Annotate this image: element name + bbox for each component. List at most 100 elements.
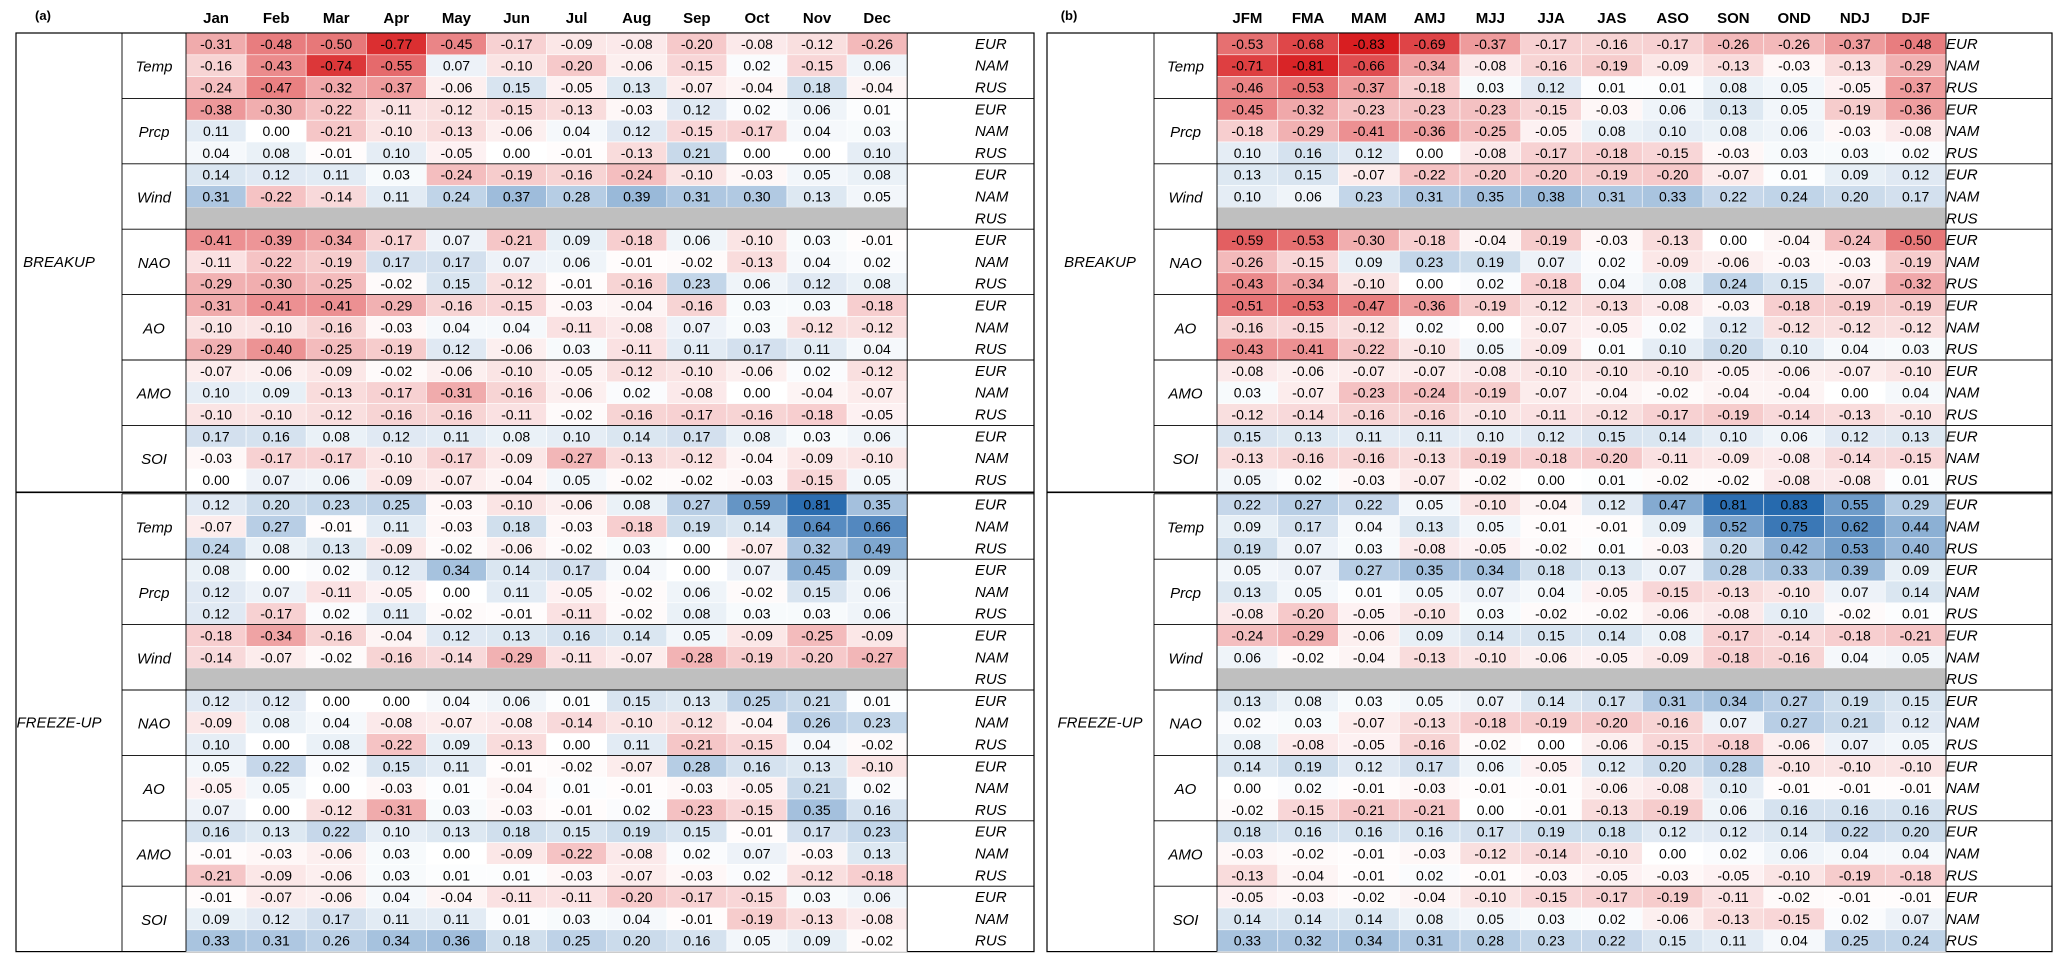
cell-value: -0.10: [1596, 363, 1628, 379]
cell-value: 0.12: [683, 101, 710, 117]
cell-value: -0.29: [1900, 58, 1932, 74]
region-label: NAM: [1946, 385, 1980, 402]
cell-value: 0.19: [1234, 540, 1261, 556]
cell-value: 0.06: [563, 254, 590, 270]
cell-value: 0.03: [383, 167, 410, 183]
cell-value: -0.16: [501, 385, 533, 401]
cell-value: -0.02: [380, 276, 412, 292]
cell-value: -0.37: [380, 80, 412, 96]
cell-value: 0.00: [743, 385, 770, 401]
cell-value: -0.13: [1839, 58, 1871, 74]
cell-value: -0.01: [1596, 519, 1628, 535]
cell-value: 0.13: [1234, 693, 1261, 709]
cell-value: 0.07: [1841, 584, 1868, 600]
cell-value: 0.03: [743, 606, 770, 622]
cell-value: 0.02: [1477, 276, 1504, 292]
cell-value: 0.11: [1417, 428, 1443, 444]
cell-value: -0.15: [741, 802, 773, 818]
cell-value: 0.22: [1598, 933, 1625, 949]
region-label: EUR: [975, 232, 1007, 249]
cell-value: 0.03: [1477, 80, 1504, 96]
column-header: ASO: [1656, 10, 1689, 27]
cell-value: -0.03: [561, 298, 593, 314]
variable-label: AO: [1174, 781, 1197, 798]
cell-value: -0.21: [1900, 628, 1932, 644]
column-header: DJF: [1901, 10, 1929, 27]
cell-value: -0.04: [440, 889, 472, 905]
cell-value: -0.26: [861, 36, 893, 52]
cell-value: 0.11: [383, 911, 409, 927]
cell-value: -0.10: [260, 407, 292, 423]
cell-value: 0.01: [864, 101, 891, 117]
cell-value: -0.09: [1535, 341, 1567, 357]
cell-value: -0.18: [1900, 867, 1932, 883]
variable-label: NAO: [138, 255, 171, 272]
region-label: EUR: [1946, 36, 1978, 53]
cell-value: -0.07: [1414, 472, 1446, 488]
cell-value: 0.27: [1781, 715, 1808, 731]
cell-value: -0.03: [1839, 254, 1871, 270]
cell-value: -0.09: [501, 846, 533, 862]
cell-value: 0.35: [864, 497, 891, 513]
cell-value: -0.04: [1535, 497, 1567, 513]
cell-value: -0.18: [1414, 80, 1446, 96]
cell-value: -0.02: [1596, 606, 1628, 622]
cell-value: -0.19: [741, 911, 773, 927]
cell-value: -0.20: [801, 649, 833, 665]
cell-value: 0.00: [443, 846, 470, 862]
cell-value: 0.31: [683, 189, 710, 205]
cell-value: 0.21: [803, 693, 830, 709]
cell-value: 0.00: [683, 540, 710, 556]
cell-value: 0.14: [623, 628, 650, 644]
cell-value: -0.04: [380, 628, 412, 644]
cell-value: 0.06: [1295, 189, 1322, 205]
cell-value: -0.16: [1292, 450, 1324, 466]
cell-value: 0.02: [1598, 911, 1625, 927]
region-label: NAM: [975, 911, 1009, 928]
cell-value: -0.09: [801, 450, 833, 466]
cell-value: -0.07: [621, 649, 653, 665]
cell-value: -0.16: [1414, 407, 1446, 423]
region-label: RUS: [1946, 933, 1978, 950]
cell-value: -0.15: [1900, 450, 1932, 466]
cell-value: -0.08: [1900, 123, 1932, 139]
cell-value: 0.07: [1477, 693, 1504, 709]
cell-value: -0.05: [1596, 867, 1628, 883]
cell-value: 0.31: [263, 933, 290, 949]
cell-value: -0.10: [741, 232, 773, 248]
cell-value: 0.11: [323, 167, 349, 183]
cell-value: 0.08: [1659, 276, 1686, 292]
cell-value: 0.00: [1234, 780, 1261, 796]
cell-value: 0.01: [1902, 472, 1929, 488]
cell-value: 0.12: [1720, 824, 1747, 840]
region-label: RUS: [975, 867, 1007, 884]
region-label: NAM: [1946, 189, 1980, 206]
region-label: NAM: [975, 385, 1009, 402]
cell-value: -0.03: [440, 497, 472, 513]
cell-value: 0.09: [1234, 519, 1261, 535]
cell-value: 0.28: [683, 758, 710, 774]
cell-value: 0.08: [323, 737, 350, 753]
cell-value: 0.28: [563, 189, 590, 205]
cell-value: -0.03: [741, 167, 773, 183]
cell-value: 0.06: [683, 232, 710, 248]
cell-value: -0.16: [380, 649, 412, 665]
cell-value: 0.14: [1234, 911, 1261, 927]
group-label: FREEZE-UP: [16, 715, 101, 732]
cell-value: -0.17: [260, 606, 292, 622]
cell-value: 0.02: [1234, 715, 1261, 731]
cell-value: -0.18: [1717, 737, 1749, 753]
cell-value: 0.12: [623, 123, 650, 139]
cell-value: 0.16: [1841, 802, 1868, 818]
variable-label: AO: [142, 320, 165, 337]
region-label: RUS: [1946, 341, 1978, 358]
cell-value: -0.17: [380, 232, 412, 248]
cell-value: -0.38: [200, 101, 232, 117]
cell-value: 0.20: [623, 933, 650, 949]
cell-value: 0.02: [323, 758, 350, 774]
cell-value: 0.28: [1720, 758, 1747, 774]
region-label: EUR: [975, 363, 1007, 380]
cell-value: 0.05: [1477, 519, 1504, 535]
cell-value: -0.02: [621, 472, 653, 488]
cell-value: -0.24: [440, 167, 472, 183]
